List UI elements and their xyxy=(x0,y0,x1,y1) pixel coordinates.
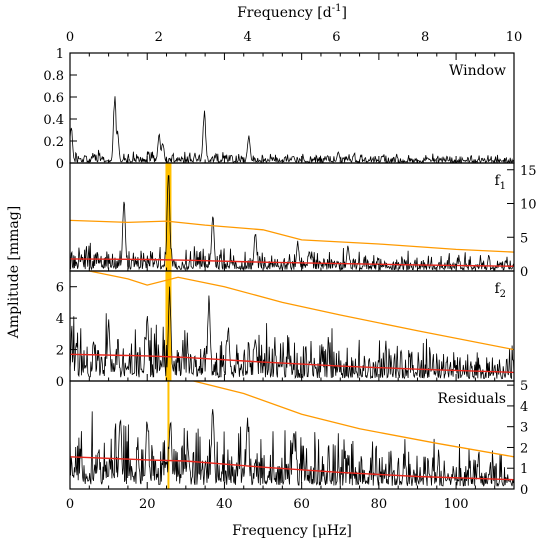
y-tick-label: 3 xyxy=(520,421,528,436)
bottom-tick-label: 0 xyxy=(66,497,74,512)
y-tick-label: 2 xyxy=(56,344,64,359)
panel-f2: f2 0 2 4 6 xyxy=(56,270,515,390)
bottom-tick-label: 40 xyxy=(216,497,233,512)
axes: 0 2 4 6 8 100 20 40 60 80 100 xyxy=(66,30,522,512)
y-tick-label: 4 xyxy=(520,400,528,415)
spectrum-line xyxy=(69,286,515,380)
panel-residuals: Residuals 0 1 2 3 4 5 xyxy=(69,379,528,498)
bottom-axis-label: Frequency [μHz] xyxy=(232,523,352,539)
highlight-band xyxy=(167,381,170,489)
top-tick-label: 0 xyxy=(66,30,74,45)
top-tick-label: 6 xyxy=(332,30,340,45)
y-tick-label: 4 xyxy=(56,312,64,327)
y-tick-label: 0.4 xyxy=(43,113,64,128)
y-tick-label: 0 xyxy=(520,483,528,498)
y-tick-label: 0 xyxy=(520,265,528,280)
y-tick-label: 0.8 xyxy=(43,69,64,84)
panel-label: f2 xyxy=(494,281,506,300)
panel-window: Window 0 0.2 0.4 0.6 0.8 1 xyxy=(43,47,515,172)
noise-level-line xyxy=(69,456,515,481)
spectrum-line xyxy=(69,409,515,487)
y-tick-label: 10 xyxy=(520,198,537,213)
panel-frame xyxy=(69,162,515,272)
panel-label: Window xyxy=(449,63,506,79)
bottom-tick-label: 80 xyxy=(371,497,388,512)
y-tick-label: 0 xyxy=(56,157,64,172)
y-tick-label: 0.6 xyxy=(43,91,64,106)
threshold-line xyxy=(193,380,515,458)
noise-level-line xyxy=(69,258,515,267)
panel-frame xyxy=(69,52,515,164)
top-tick-label: 10 xyxy=(506,30,523,45)
highlight-band xyxy=(165,163,172,271)
top-axis-label: Frequency [d-1] xyxy=(237,3,347,21)
top-tick-label: 8 xyxy=(421,30,429,45)
bottom-tick-label: 20 xyxy=(139,497,156,512)
y-tick-label: 6 xyxy=(56,281,64,296)
spectrum-line xyxy=(69,175,515,272)
bottom-tick-label: 100 xyxy=(444,497,469,512)
panel-f1: f1 0 5 10 15 xyxy=(69,162,537,280)
y-tick-label: 2 xyxy=(520,441,528,456)
y-tick-label: 0.2 xyxy=(43,135,64,150)
top-tick-label: 2 xyxy=(155,30,163,45)
noise-level-line xyxy=(69,353,515,374)
panel-frame xyxy=(69,380,515,490)
spectrum-line xyxy=(69,96,515,164)
y-tick-label: 5 xyxy=(520,379,528,394)
y-tick-label: 0 xyxy=(56,375,64,390)
top-tick-label: 4 xyxy=(243,30,251,45)
y-axis-label: Amplitude [mmag] xyxy=(6,206,22,339)
y-tick-label: 15 xyxy=(520,164,537,179)
panels: Window00.20.40.60.81f1051015f20246Residu… xyxy=(43,47,536,498)
y-tick-label: 1 xyxy=(56,47,64,62)
threshold-line xyxy=(69,219,515,253)
y-tick-label: 1 xyxy=(520,462,528,477)
bottom-tick-label: 60 xyxy=(293,497,310,512)
y-tick-label: 5 xyxy=(520,231,528,246)
panel-label: Residuals xyxy=(438,391,506,407)
panel-label: f1 xyxy=(494,173,506,192)
threshold-line xyxy=(89,270,515,351)
